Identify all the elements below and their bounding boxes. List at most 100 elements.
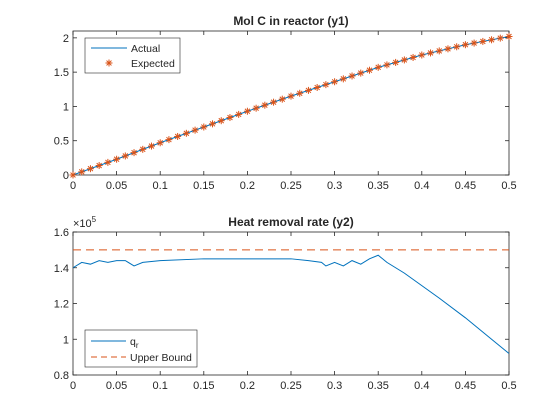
data-point-expected xyxy=(139,145,147,153)
data-point-expected xyxy=(418,51,426,59)
data-point-expected xyxy=(470,39,478,47)
tick-group: 0 0.05 0.1 0.15 0.2 0.25 0.3 0.35 0.4 0.45 0.5 0 0.5… xyxy=(54,31,517,192)
legend: Actual Expected xyxy=(84,37,181,74)
data-point-expected xyxy=(130,149,138,157)
x-tick-label: 0.3 xyxy=(327,380,342,392)
x-tick-label: 0.5 xyxy=(501,380,516,392)
data-point-expected xyxy=(113,155,121,163)
legend-label-upper-bound: Upper Bound xyxy=(130,352,192,364)
x-tick-label: 0 xyxy=(70,180,76,192)
x-tick-label: 0.15 xyxy=(193,380,214,392)
x-tick-label: 0.25 xyxy=(280,380,301,392)
x-tick-label: 0.05 xyxy=(106,380,127,392)
tick-group: 0 0.05 0.1 0.15 0.2 0.25 0.3 0.35 0.4 0.45 0.5 0.8 1… xyxy=(54,227,517,392)
data-point-expected xyxy=(235,110,243,118)
data-point-expected xyxy=(357,69,365,77)
data-point-expected xyxy=(409,53,417,61)
data-point-expected xyxy=(322,81,330,89)
y-tick-label: 2 xyxy=(63,33,69,45)
data-point-expected xyxy=(304,86,312,94)
x-tick-label: 0.45 xyxy=(455,180,476,192)
data-point-expected xyxy=(174,132,182,140)
x-tick-label: 0.3 xyxy=(327,180,342,192)
legend-label-actual: Actual xyxy=(131,43,160,55)
y-tick-label: 1.6 xyxy=(54,227,69,239)
data-point-expected xyxy=(261,101,269,109)
data-point-expected xyxy=(400,56,408,64)
data-point-expected xyxy=(505,32,513,40)
data-point-expected xyxy=(156,139,164,147)
series-line-q xyxy=(72,254,510,354)
y-tick-label: 0 xyxy=(63,170,69,182)
data-point-expected xyxy=(435,47,443,55)
x-tick-label: 0.45 xyxy=(455,380,476,392)
data-point-expected xyxy=(453,43,461,51)
data-point-expected xyxy=(496,34,504,42)
legend-label-expected: Expected xyxy=(131,58,175,70)
data-point-expected xyxy=(147,142,155,150)
legend-label-qr: qr xyxy=(130,336,139,350)
x-tick-label: 0.4 xyxy=(414,380,429,392)
data-point-expected xyxy=(191,126,199,134)
data-point-expected xyxy=(374,63,382,71)
x-tick-label: 0 xyxy=(70,380,76,392)
x-tick-label: 0.25 xyxy=(280,180,301,192)
data-point-expected xyxy=(278,95,286,103)
data-point-expected xyxy=(488,36,496,44)
series-group xyxy=(69,32,513,179)
x-tick-label: 0.1 xyxy=(153,380,168,392)
axes-mol-c: Mol C in reactor (y1) 0 0.05 0.1 0.15 0.2 0.2… xyxy=(54,14,517,192)
data-point-expected xyxy=(243,107,251,115)
data-point-expected xyxy=(461,41,469,49)
legend-box xyxy=(84,37,181,74)
data-point-expected xyxy=(479,37,487,45)
data-point-expected xyxy=(270,98,278,106)
data-point-expected xyxy=(182,129,190,137)
data-point-expected xyxy=(383,61,391,69)
axes-title: Heat removal rate (y2) xyxy=(228,215,353,229)
x-tick-label: 0.4 xyxy=(414,180,429,192)
x-tick-label: 0.35 xyxy=(367,380,388,392)
data-point-expected xyxy=(427,49,435,57)
data-point-expected xyxy=(165,136,173,144)
data-point-expected xyxy=(252,104,260,112)
data-point-expected xyxy=(313,84,321,92)
data-point-expected xyxy=(86,165,94,173)
data-point-expected xyxy=(392,58,400,66)
data-point-expected xyxy=(104,158,112,166)
data-point-expected xyxy=(200,123,208,131)
x-tick-label: 0.1 xyxy=(153,180,168,192)
data-point-expected xyxy=(78,168,86,176)
legend-box xyxy=(84,329,198,368)
x-tick-label: 0.35 xyxy=(367,180,388,192)
y-tick-label: 1.2 xyxy=(54,299,69,311)
y-tick-label: 0.8 xyxy=(54,370,69,382)
data-point-expected xyxy=(365,66,373,74)
data-point-expected xyxy=(444,45,452,53)
axes-heat-removal: Heat removal rate (y2) ×105 0 0.05 0.1 0.15… xyxy=(54,215,517,392)
x-tick-label: 0.2 xyxy=(240,380,255,392)
data-point-expected xyxy=(69,171,77,179)
y-tick-label: 1.5 xyxy=(54,67,69,79)
data-point-expected xyxy=(296,89,304,97)
data-point-expected xyxy=(339,75,347,83)
x-tick-label: 0.15 xyxy=(193,180,214,192)
axes-title: Mol C in reactor (y1) xyxy=(233,14,348,28)
data-point-expected xyxy=(226,114,234,122)
x-tick-label: 0.05 xyxy=(106,180,127,192)
data-point-expected xyxy=(331,78,339,86)
data-point-expected xyxy=(287,92,295,100)
y-tick-label: 1 xyxy=(63,334,69,346)
y-tick-label: 0.5 xyxy=(54,136,69,148)
data-point-expected xyxy=(348,72,356,80)
legend-swatch-expected xyxy=(105,59,113,67)
data-point-expected xyxy=(209,120,217,128)
y-tick-label: 1.4 xyxy=(54,263,69,275)
y-exponent-label: ×105 xyxy=(73,215,97,230)
y-tick-label: 1 xyxy=(63,101,69,113)
legend: qr Upper Bound xyxy=(84,329,198,368)
data-point-expected xyxy=(121,152,129,160)
data-point-expected xyxy=(95,162,103,170)
x-tick-label: 0.2 xyxy=(240,180,255,192)
